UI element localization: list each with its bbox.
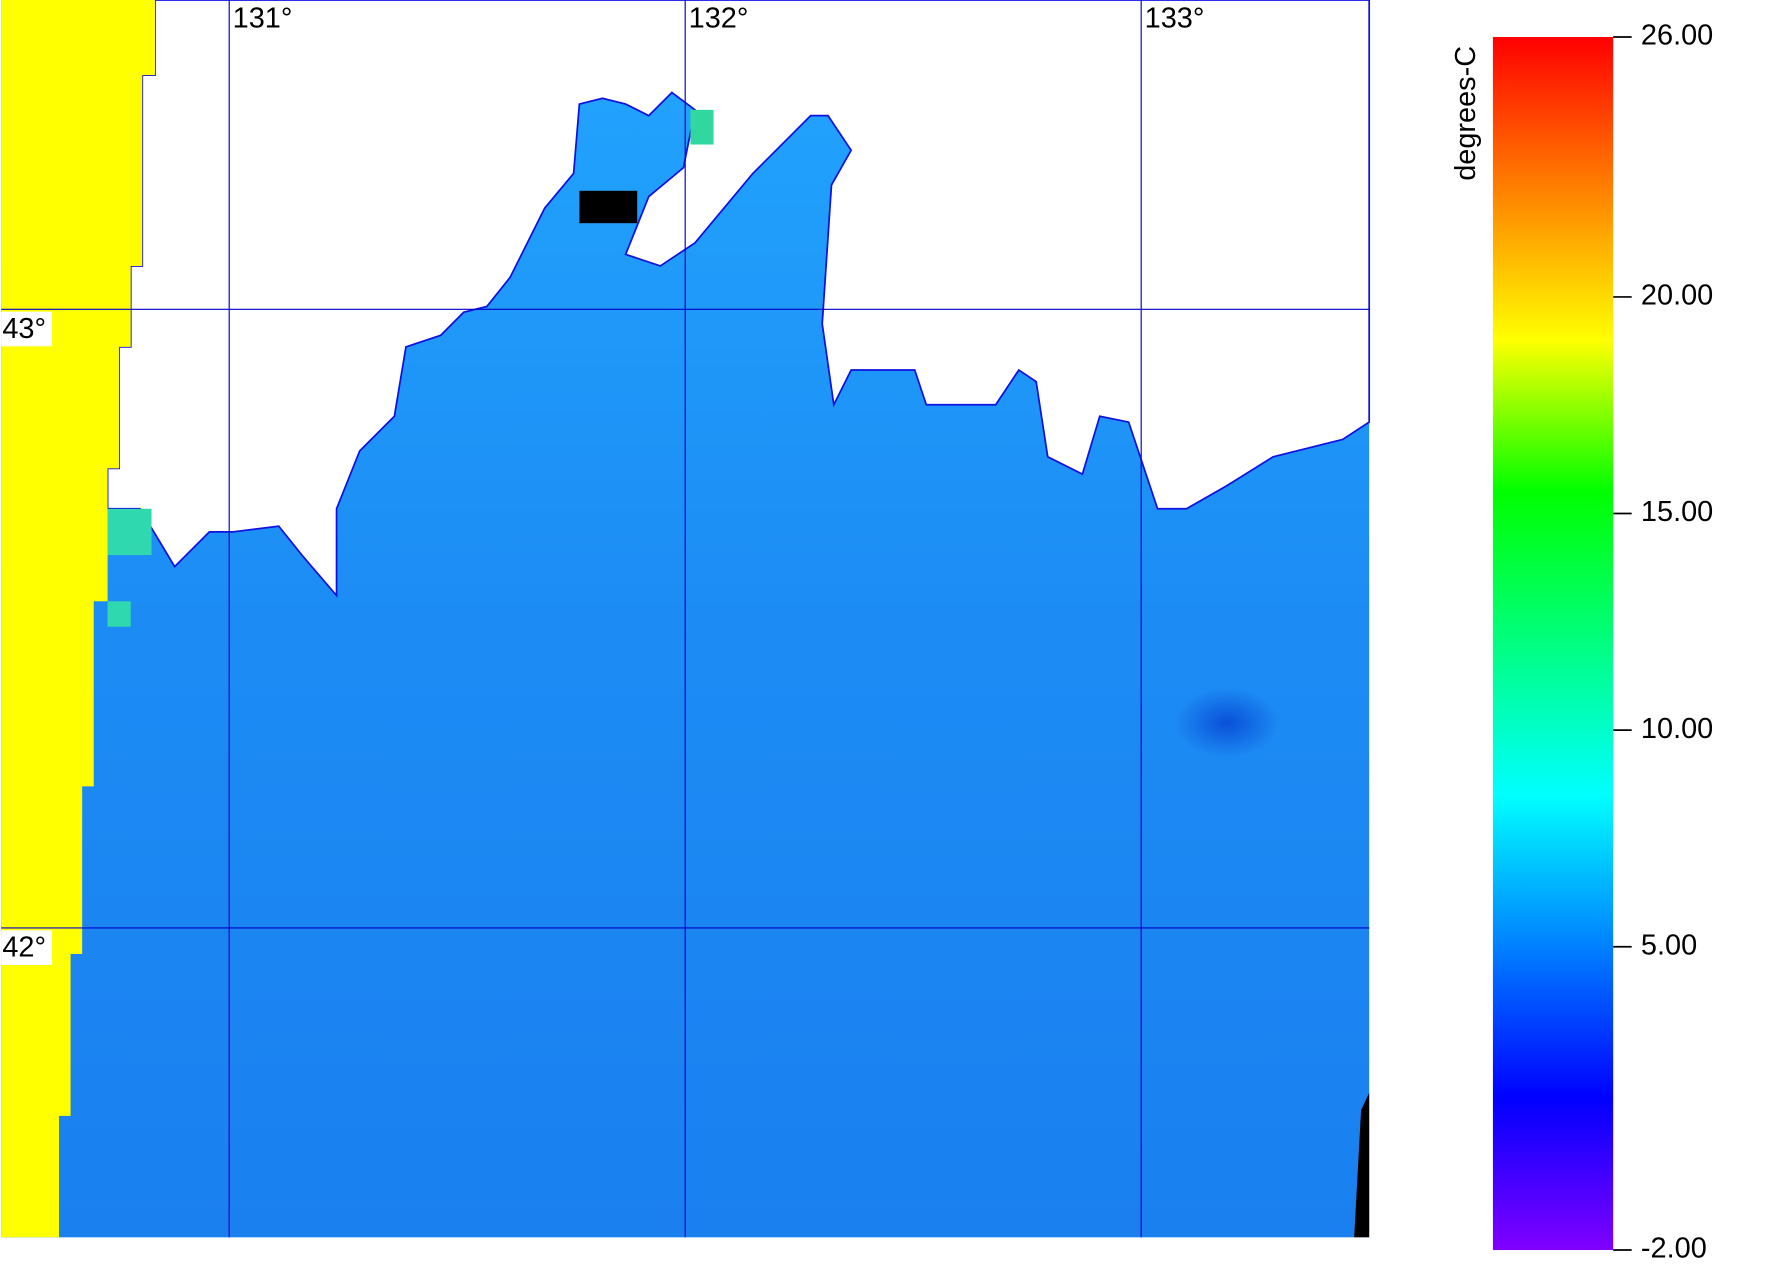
- lon-label: 131°: [233, 2, 293, 34]
- lon-label: 132°: [689, 2, 749, 34]
- lat-label: 43°: [2, 313, 46, 345]
- coastal-warm: [690, 109, 714, 145]
- no-data: [579, 190, 638, 224]
- coastal-warm: [107, 601, 131, 627]
- label-bg: [1, 311, 53, 347]
- colorbar-tick-label: 15.00: [1641, 496, 1713, 528]
- graticule: [1, 0, 1370, 1238]
- no-data: [1354, 1092, 1370, 1238]
- colorbar-tick-label: -2.00: [1641, 1233, 1707, 1265]
- colorbar: [1492, 37, 1614, 1251]
- lat-label: 42°: [2, 931, 46, 963]
- cold-spot: [1174, 688, 1279, 758]
- map-area: [1, 0, 1371, 1238]
- colorbar-tick-label: 26.00: [1641, 20, 1713, 52]
- colorbar-tick-label: 20.00: [1641, 280, 1713, 312]
- coastal-warm: [107, 508, 152, 556]
- colorbar-tick-label: 5.00: [1641, 929, 1697, 961]
- label-bg: [1, 930, 53, 965]
- colorbar-label: degrees-C: [1450, 46, 1482, 181]
- colorbar-tick-label: 10.00: [1641, 713, 1713, 745]
- lon-label: 133°: [1145, 2, 1205, 34]
